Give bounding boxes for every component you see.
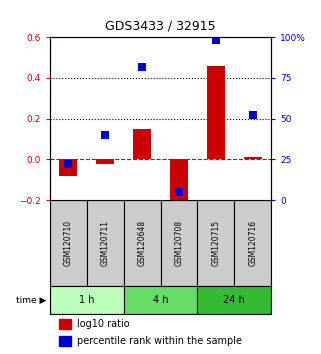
Bar xyxy=(96,160,114,164)
Text: 1 h: 1 h xyxy=(79,295,94,305)
Text: GSM120715: GSM120715 xyxy=(211,220,221,266)
Point xyxy=(140,64,145,69)
Text: GDS3433 / 32915: GDS3433 / 32915 xyxy=(105,19,216,33)
Bar xyxy=(59,160,77,176)
Text: 24 h: 24 h xyxy=(223,295,245,305)
Point xyxy=(102,132,108,138)
Text: GSM120648: GSM120648 xyxy=(137,220,147,266)
Bar xyxy=(124,286,197,314)
Bar xyxy=(59,319,71,329)
Bar xyxy=(197,200,234,286)
Text: GSM120716: GSM120716 xyxy=(248,220,257,266)
Bar xyxy=(50,286,124,314)
Bar xyxy=(59,336,71,346)
Text: GSM120711: GSM120711 xyxy=(100,220,110,266)
Bar xyxy=(197,286,271,314)
Text: log10 ratio: log10 ratio xyxy=(77,319,130,329)
Point xyxy=(177,189,182,195)
Bar xyxy=(234,200,271,286)
Bar xyxy=(160,200,197,286)
Bar xyxy=(170,160,188,202)
Text: GSM120710: GSM120710 xyxy=(64,220,73,266)
Text: time ▶: time ▶ xyxy=(16,296,47,304)
Bar xyxy=(244,158,262,160)
Text: GSM120708: GSM120708 xyxy=(174,220,184,266)
Bar xyxy=(50,200,87,286)
Text: 4 h: 4 h xyxy=(153,295,168,305)
Bar xyxy=(207,66,225,160)
Point xyxy=(66,161,71,167)
Bar xyxy=(87,200,124,286)
Bar xyxy=(133,129,151,160)
Bar xyxy=(124,200,160,286)
Point xyxy=(250,113,256,118)
Text: percentile rank within the sample: percentile rank within the sample xyxy=(77,336,242,346)
Point xyxy=(213,38,218,43)
